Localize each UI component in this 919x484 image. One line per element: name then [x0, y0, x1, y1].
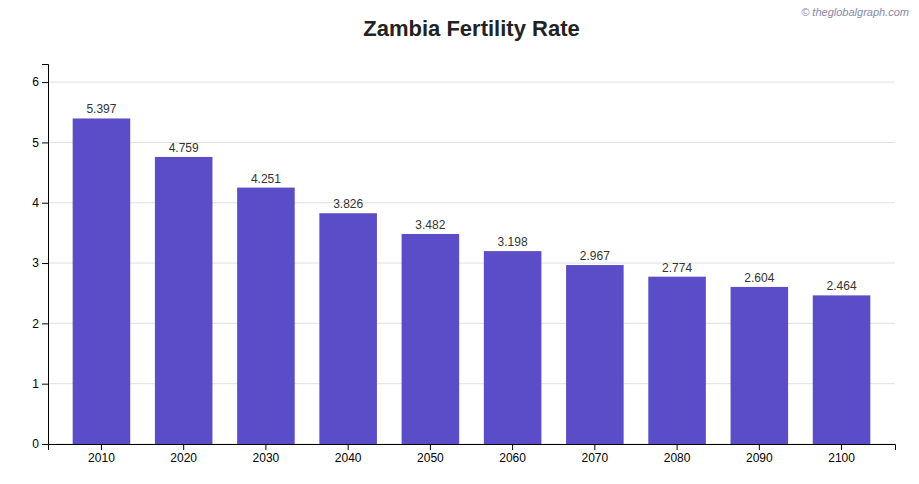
y-tick-mark — [42, 142, 48, 143]
data-label: 3.482 — [415, 218, 445, 232]
bars — [73, 118, 871, 444]
y-tick-label: 3 — [32, 256, 39, 270]
y-tick-mark — [42, 203, 48, 204]
y-tick: 5 — [32, 136, 48, 150]
x-tick: 2070 — [581, 444, 608, 465]
data-label: 3.826 — [333, 197, 363, 211]
bar — [319, 213, 377, 444]
y-axis: 0 1 2 3 4 5 6 — [32, 65, 48, 452]
x-tick: 2100 — [828, 444, 855, 465]
bar — [155, 157, 213, 444]
x-axis: 2010 2020 2030 2040 2050 2060 2070 2080 2090 2100 — [49, 444, 896, 465]
data-labels: 5.397 4.759 4.251 3.826 3.482 3.198 2.967 2.774… — [86, 102, 856, 293]
bar — [73, 118, 131, 444]
y-tick-mark — [42, 263, 48, 264]
x-tick-mark — [512, 444, 513, 450]
bar — [484, 251, 542, 444]
x-tick-label: 2010 — [88, 451, 115, 465]
title: Zambia Fertility Rate — [363, 16, 579, 41]
x-tick-label: 2080 — [664, 451, 691, 465]
bar — [237, 188, 295, 444]
chart-container: 5.397 4.759 4.251 3.826 3.482 3.198 2.967 2.774… — [0, 0, 919, 484]
y-tick-label: 2 — [32, 317, 39, 331]
x-tick-mark — [841, 444, 842, 450]
x-tick-mark — [677, 444, 678, 450]
y-tick: 4 — [32, 196, 48, 210]
chart-svg: 5.397 4.759 4.251 3.826 3.482 3.198 2.967 2.774… — [0, 0, 919, 484]
x-tick-mark — [183, 444, 184, 450]
x-tick-mark — [265, 444, 266, 450]
x-tick: 2020 — [170, 444, 197, 465]
y-tick-label: 4 — [32, 196, 39, 210]
data-label: 2.464 — [827, 279, 857, 293]
x-tick-label: 2090 — [746, 451, 773, 465]
data-label: 4.759 — [169, 141, 199, 155]
y-tick: 2 — [32, 317, 48, 331]
watermark: © theglobalgraph.com — [801, 6, 909, 18]
y-tick-label: 6 — [32, 75, 39, 89]
x-tick: 2060 — [499, 444, 526, 465]
grid — [48, 82, 895, 444]
y-tick-label: 1 — [32, 377, 39, 391]
y-tick-mark — [42, 444, 48, 445]
y-tick: 3 — [32, 256, 48, 270]
plot-area: 5.397 4.759 4.251 3.826 3.482 3.198 2.967 2.774… — [32, 65, 895, 465]
x-tick: 2040 — [335, 444, 362, 465]
y-tick-mark — [42, 384, 48, 385]
data-label: 3.198 — [498, 235, 528, 249]
data-label: 2.774 — [662, 261, 692, 275]
x-tick: 2050 — [417, 444, 444, 465]
x-axis-line — [49, 445, 896, 451]
x-tick-mark — [430, 444, 431, 450]
x-tick-mark — [759, 444, 760, 450]
y-axis-line — [42, 65, 49, 445]
x-tick-mark — [101, 444, 102, 450]
y-tick-label: 5 — [32, 136, 39, 150]
bar — [813, 295, 871, 444]
y-tick-mark — [42, 323, 48, 324]
x-tick-label: 2070 — [581, 451, 608, 465]
x-tick-label: 2020 — [170, 451, 197, 465]
grid-line — [48, 82, 895, 83]
data-label: 2.604 — [744, 271, 774, 285]
x-tick-label: 2100 — [828, 451, 855, 465]
x-tick-label: 2050 — [417, 451, 444, 465]
data-label: 4.251 — [251, 172, 281, 186]
bar — [731, 287, 789, 444]
x-tick-label: 2030 — [253, 451, 280, 465]
x-tick: 2090 — [746, 444, 773, 465]
x-tick-label: 2040 — [335, 451, 362, 465]
bar — [566, 265, 624, 444]
y-tick-label: 0 — [32, 437, 39, 451]
y-tick-mark — [42, 82, 48, 83]
bar — [648, 277, 706, 444]
data-label: 2.967 — [580, 249, 610, 263]
y-tick: 0 — [32, 437, 48, 451]
x-tick: 2010 — [88, 444, 115, 465]
x-tick: 2030 — [253, 444, 280, 465]
bar — [402, 234, 460, 444]
x-tick-mark — [594, 444, 595, 450]
data-label: 5.397 — [86, 102, 116, 116]
x-tick: 2080 — [664, 444, 691, 465]
x-tick-mark — [348, 444, 349, 450]
y-tick: 1 — [32, 377, 48, 391]
x-tick-label: 2060 — [499, 451, 526, 465]
y-tick: 6 — [32, 75, 48, 89]
